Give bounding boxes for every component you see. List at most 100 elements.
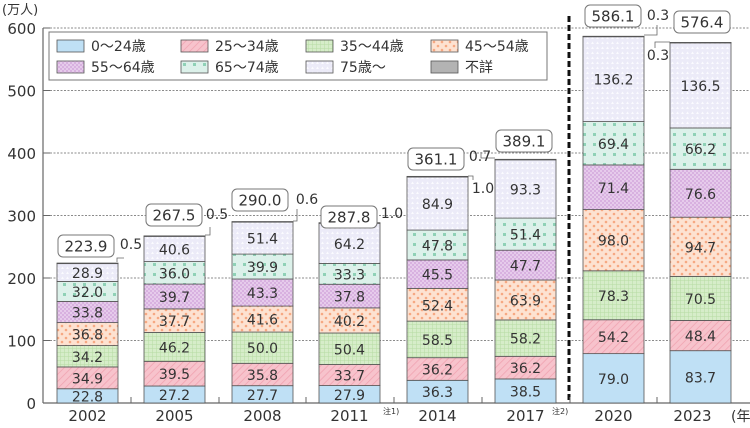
- leader-line: [480, 152, 495, 159]
- segment-value: 78.3: [598, 289, 629, 305]
- legend-label: 45～54歳: [465, 39, 529, 55]
- segment-value: 83.7: [685, 370, 716, 386]
- bar-segment: [231, 221, 294, 223]
- legend-item: 75歳～: [305, 60, 386, 76]
- bar-segment: [231, 331, 294, 364]
- unknown-value: 1.0: [381, 206, 403, 222]
- total-value: 389.1: [503, 133, 546, 151]
- x-tick-label: 2014: [418, 407, 456, 424]
- total-value: 223.9: [65, 238, 108, 256]
- note-1: 注1): [383, 406, 399, 416]
- total-value: 586.1: [592, 8, 635, 26]
- bar-segment: [669, 42, 732, 129]
- bar-segment: [669, 320, 732, 352]
- bar-segment: [318, 332, 381, 365]
- segment-value: 27.2: [159, 388, 190, 404]
- x-tick-label: 2002: [68, 407, 106, 424]
- total-box: [584, 4, 642, 28]
- segment-value: 64.2: [334, 237, 365, 253]
- segment-value: 69.4: [598, 137, 629, 153]
- bar-segment: [582, 35, 645, 38]
- segment-value: 84.9: [422, 197, 453, 213]
- y-tick-label: 600: [7, 20, 36, 38]
- segment-value: 98.0: [598, 234, 629, 250]
- bar-segment: [143, 235, 206, 237]
- total-value: 267.5: [153, 207, 196, 225]
- legend: 0～24歳 25～34歳 35～44歳 45～54歳 55～64歳 65～74歳 75歳～ 不…: [48, 31, 548, 81]
- x-tick-label: 2011: [330, 407, 368, 424]
- bar-segment: [494, 159, 557, 219]
- segment-value: 33.3: [334, 267, 365, 283]
- total-label-2023: 576.4 0.3: [647, 10, 731, 64]
- segment-value: 58.2: [510, 332, 541, 348]
- bar-segment: [582, 164, 645, 210]
- total-value: 290.0: [239, 192, 282, 210]
- bar-2011: 27.9 33.7 50.4 40.2 37.8 33.3 64.2: [318, 222, 381, 404]
- legend-item: 35～44歳: [305, 39, 404, 55]
- segment-value: 34.2: [72, 350, 103, 366]
- bar-segment: [318, 222, 381, 264]
- legend-swatch: [305, 39, 334, 53]
- note-2: 注2): [552, 406, 568, 416]
- segment-value: 36.8: [72, 328, 103, 344]
- legend-item: 0～24歳: [56, 39, 146, 55]
- legend-label: 75歳～: [340, 60, 386, 76]
- total-label-2011: 287.8 1.0: [320, 205, 403, 229]
- leader-line: [644, 25, 658, 36]
- bar-segment: [406, 287, 469, 322]
- segment-value: 33.8: [72, 306, 103, 322]
- segment-value: 54.2: [598, 330, 629, 346]
- bar-2008: 27.7 35.8 50.0 41.6 43.3 39.9 51.4: [231, 221, 294, 404]
- bar-segment: [582, 319, 645, 355]
- unknown-value: 0.5: [206, 207, 228, 223]
- segment-value: 41.6: [247, 313, 278, 329]
- segment-value: 47.8: [422, 239, 453, 255]
- bar-segment: [231, 221, 294, 255]
- total-label-2014: 361.1 1.0: [407, 147, 494, 197]
- total-box: [231, 188, 289, 212]
- legend-item: 25～34歳: [180, 39, 279, 55]
- leader-line: [116, 257, 124, 262]
- segment-value: 32.0: [72, 285, 103, 301]
- segment-value: 27.7: [247, 388, 278, 404]
- y-axis-unit: (万人): [2, 3, 38, 18]
- axes: (万人) 0 100 200 300 400 500 600 2002 2005 2008 2011 2…: [2, 3, 750, 425]
- bar-segment: [669, 275, 732, 321]
- segment-value: 93.3: [510, 182, 541, 198]
- total-box: [320, 205, 378, 229]
- legend-swatch: [56, 60, 85, 74]
- bar-segment: [56, 262, 119, 265]
- legend-item: 不詳: [430, 60, 493, 76]
- legend-label: 25～34歳: [215, 39, 279, 55]
- segment-value: 46.2: [159, 340, 190, 356]
- bar-segment: [494, 279, 557, 321]
- bar-segment: [582, 36, 645, 122]
- legend-swatch: [430, 60, 459, 74]
- bar-segment: [669, 216, 732, 277]
- bar-segment: [406, 229, 469, 261]
- bar-segment: [669, 168, 732, 218]
- segment-value: 22.8: [72, 389, 103, 405]
- bar-segment: [494, 249, 557, 281]
- bar-2020: 79.0 54.2 78.3 98.0 71.4 69.4 136.2: [582, 35, 645, 404]
- y-tick-label: 300: [7, 208, 36, 226]
- unknown-value: 0.7: [469, 149, 491, 165]
- unknown-value: 1.0: [472, 181, 494, 197]
- bar-segment: [494, 319, 557, 357]
- unknown-value: 0.6: [296, 192, 318, 208]
- bar-segment: [494, 217, 557, 251]
- segment-value: 50.4: [334, 342, 365, 358]
- legend-swatch: [180, 39, 209, 53]
- total-box: [407, 147, 465, 171]
- bar-segment: [231, 305, 294, 333]
- leader-line: [468, 175, 474, 180]
- x-tick-label: 2020: [594, 407, 632, 424]
- total-label-2005: 267.5 0.5: [145, 203, 228, 236]
- legend-swatch: [180, 60, 209, 74]
- segment-value: 63.9: [510, 293, 541, 309]
- legend-label: 不詳: [465, 60, 493, 76]
- unknown-value: 0.3: [647, 48, 669, 64]
- total-label-2020: 586.1 0.3: [584, 4, 669, 36]
